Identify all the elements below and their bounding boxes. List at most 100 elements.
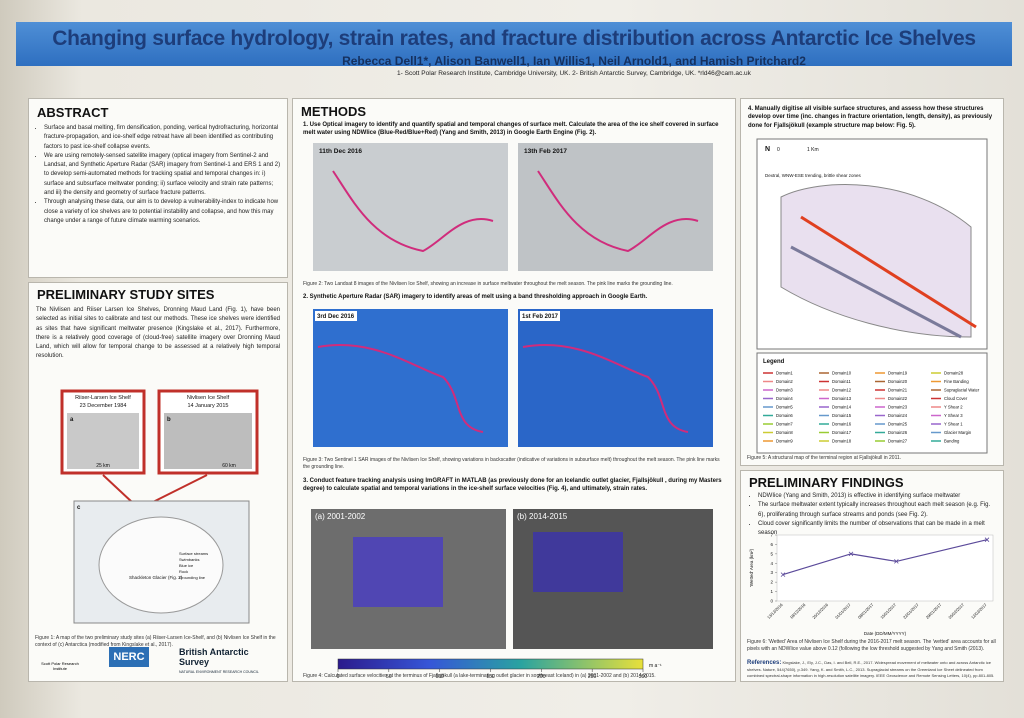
caption: Figure 4: Calculated surface velocities … (303, 673, 656, 679)
caption: Figure 2: Two Landsat 8 images of the Ni… (303, 281, 673, 287)
heading: PRELIMINARY STUDY SITES (37, 287, 215, 302)
study-text: The Nivlisen and Riiser Larsen Ice Shelv… (36, 307, 280, 360)
scale-label: 60 km (222, 463, 236, 469)
y-tick-label: 0 (770, 599, 773, 604)
panel-title: (b) 2014-2015 (517, 512, 568, 521)
colorbar-label: 300 (639, 674, 648, 680)
legend-label: Domain3 (776, 388, 793, 393)
legend-label: Domain26 (888, 430, 908, 435)
legend-label: Domain1 (776, 371, 793, 376)
satellite-image (164, 413, 252, 469)
continent (98, 516, 224, 614)
heading: ABSTRACT (37, 105, 109, 120)
x-tick-label: 29/01/2017 (925, 602, 943, 620)
affiliation: 1- Scott Polar Research Institute, Cambr… (397, 70, 751, 77)
figure-3: 3rd Dec 2016 1st Feb 2017 (313, 309, 713, 447)
heading: PRELIMINARY FINDINGS (749, 475, 904, 490)
logo-bas-sub: NATURAL ENVIRONMENT RESEARCH COUNCIL (179, 670, 259, 674)
legend-label: Domain19 (888, 371, 908, 376)
panel-date: 14 January 2015 (188, 403, 229, 409)
glacier-outline (780, 184, 972, 338)
scale-label: 25 km (96, 463, 110, 469)
legend-label: Y Shear 3 (944, 413, 963, 418)
point (780, 572, 786, 577)
scale-label: 0 (777, 147, 780, 153)
bullet: NDWIice (Yang and Smith, 2013) is effect… (758, 492, 997, 501)
panel-letter: c (77, 505, 81, 511)
legend-label: Domain6 (776, 413, 793, 418)
x-tick-label: 25/12/2016 (811, 602, 829, 620)
arrow (150, 474, 208, 504)
x-tick-label: 12/02/2017 (970, 602, 988, 620)
y-tick-label: 1 (770, 589, 773, 594)
x-tick-label: 13/12/2016 (766, 602, 784, 620)
figure-1: Riiser-Larsen Ice Shelf 23 December 1984 a… (60, 389, 259, 624)
caption: Figure 6: 'Wetted' Area of Nivlisen Ice … (747, 639, 996, 652)
colorbar-label: 100 (435, 674, 444, 680)
legend-label: Domain28 (944, 371, 964, 376)
x-tick-label: 15/01/2017 (879, 602, 897, 620)
x-tick-label: 01/01/2017 (834, 602, 852, 620)
bullet: The surface meltwater extent typically i… (758, 501, 997, 520)
legend-label: Domain20 (888, 379, 908, 384)
panel-title: (a) 2001-2002 (315, 512, 366, 521)
sar-image (518, 309, 713, 447)
colorbar-label: 200 (537, 674, 546, 680)
legend-label: Domain11 (832, 379, 851, 384)
satellite-image (67, 413, 139, 469)
sar-image (313, 309, 508, 447)
bullet: Cloud cover significantly limits the num… (758, 520, 997, 539)
legend-label: Domain13 (832, 396, 852, 401)
velocity-field (353, 537, 443, 607)
y-tick-label: 4 (770, 561, 773, 566)
legend-label: Domain4 (776, 396, 793, 401)
step: 1. Use Optical imagery to identify and q… (303, 122, 719, 137)
caption: Figure 5: A structural map of the termin… (747, 455, 902, 461)
label-bg (315, 311, 357, 321)
legend-label: Y Shear 1 (944, 422, 963, 427)
legend-label: Domain5 (776, 405, 793, 410)
panel-letter: a (70, 417, 74, 423)
figure-4: (a) 2001-2002 (b) 2014-2015 0 50 100 150 200 25… (311, 509, 713, 680)
grounding-line (317, 344, 484, 433)
logo-spri: Scott Polar Research Institute (41, 661, 79, 671)
colorbar-label: 250 (588, 674, 597, 680)
y-axis-label: 'Wetted' Area (km²) (749, 548, 754, 587)
x-tick-label: 22/01/2017 (902, 602, 920, 620)
legend-label: Domain15 (832, 413, 852, 418)
legend-label: Banding (944, 439, 960, 444)
title: Changing surface hydrology, strain rates… (52, 27, 976, 50)
map-label: Shackleton Glacier (Fig. 2) (129, 575, 183, 580)
satellite-image (313, 143, 508, 271)
grounding-line (537, 170, 699, 253)
x-tick-label: 18/12/2016 (789, 602, 807, 620)
legend-label: Domain7 (776, 422, 793, 427)
image-date: 13th Feb 2017 (524, 148, 567, 155)
step: 2. Synthetic Aperture Radar (SAR) imager… (303, 294, 648, 300)
figure-6: 0 1 2 3 4 5 6 7 13/12/2016 18/12/2016 25/12/2016 01… (749, 533, 994, 636)
label-bg (520, 311, 560, 321)
legend-label: Domain2 (776, 379, 793, 384)
heading: METHODS (301, 104, 366, 119)
legend-label: Domain16 (832, 422, 852, 427)
step: 4. Manually digitise all visible surface… (748, 106, 993, 129)
figure-5: N 0 1 Km Dextral, WNW-ESE trending, brittle… (756, 138, 988, 454)
grounding-line (522, 344, 689, 433)
legend-label: Domain24 (888, 413, 908, 418)
legend-box (756, 352, 988, 454)
legend-label: Cloud Cover (944, 396, 968, 401)
study-panel: PRELIMINARY STUDY SITES The Nivlisen and… (28, 282, 288, 682)
authors: Rebecca Dell1*, Alison Banwell1, Ian Wil… (342, 54, 806, 68)
point (984, 537, 990, 542)
map-legend: Swimbanks (179, 557, 199, 562)
y-tick-label: 7 (770, 533, 773, 538)
map-legend: Surface streams (179, 551, 208, 556)
legend-label: Domain8 (776, 430, 793, 435)
caption: Figure 3: Two Sentinel 1 SAR images of t… (303, 457, 720, 470)
x-tick-label: 08/01/2017 (857, 602, 875, 620)
y-tick-label: 2 (770, 580, 773, 585)
panel-title: Riiser-Larsen Ice Shelf (75, 395, 131, 401)
caption: Figure 1: A map of the two preliminary s… (35, 635, 276, 648)
scale-label: 1 Km (807, 147, 819, 153)
